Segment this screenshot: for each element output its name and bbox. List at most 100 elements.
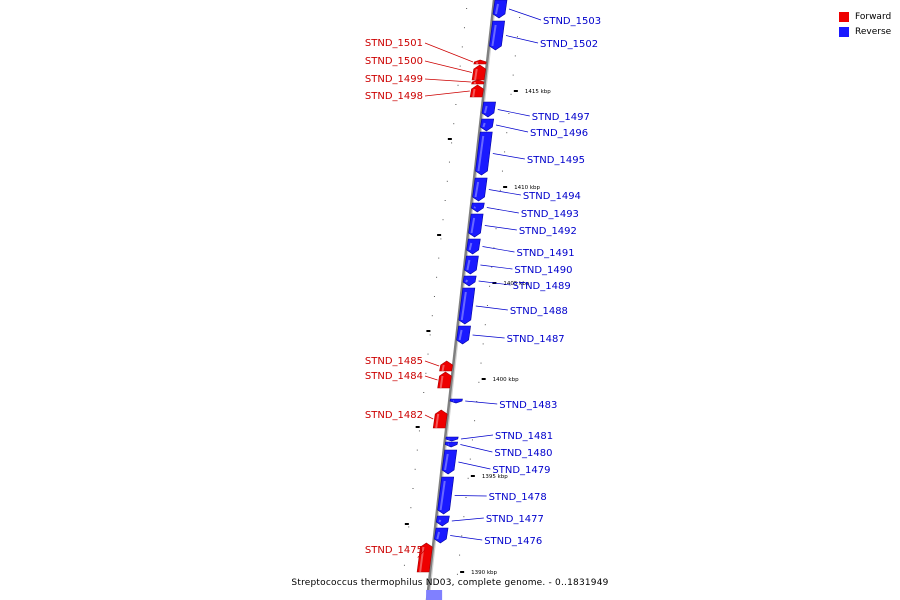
gene-arrow[interactable] [435,515,450,527]
gene-arrow[interactable] [437,476,455,515]
gene-arrow[interactable] [481,101,496,118]
gene-arrow[interactable] [462,275,477,287]
gene-arrow[interactable] [416,542,433,573]
gene-label[interactable]: STND_1502 [540,39,598,50]
gene-label[interactable]: STND_1488 [510,306,568,317]
gene-label[interactable]: STND_1479 [492,465,550,476]
gene-stnd-1489[interactable] [462,275,477,287]
scale-label: 1400 kbp [493,377,519,383]
gene-label[interactable]: STND_1492 [519,226,577,237]
gene-arrow[interactable] [439,360,454,372]
gene-label[interactable]: STND_1490 [514,265,572,276]
gene-arrow[interactable] [475,131,493,176]
gene-arrow[interactable] [437,371,452,389]
gene-stnd-1477[interactable] [435,515,450,527]
gene-stnd-1499[interactable] [471,79,485,85]
gene-label[interactable]: STND_1480 [494,448,552,459]
gene-arrow[interactable] [471,64,487,81]
gene-label[interactable]: STND_1498 [365,91,423,102]
gene-stnd-1484[interactable] [437,371,452,389]
gene-arrow[interactable] [466,238,481,255]
gene-arrow[interactable] [473,59,487,65]
gene-stnd-1490[interactable] [464,255,479,275]
scale-tick [503,186,508,188]
gene-label[interactable]: STND_1483 [499,400,557,411]
gene-stnd-1495[interactable] [475,131,493,176]
gene-label[interactable]: STND_1475 [365,545,423,556]
gene-label[interactable]: STND_1484 [365,371,423,382]
gene-arrow[interactable] [456,325,471,345]
gene-label[interactable]: STND_1491 [516,248,574,259]
leader-line [460,434,494,440]
gene-stnd-1480[interactable] [444,441,459,448]
gene-label[interactable]: STND_1495 [527,155,585,166]
gene-stnd-1479[interactable] [441,449,458,475]
gene-label[interactable]: STND_1496 [530,128,588,139]
gene-stnd-1476[interactable] [434,527,449,544]
leader-line [480,264,513,270]
gene-arrow[interactable] [489,20,505,51]
gene-label[interactable]: STND_1499 [365,74,423,85]
gene-arrow[interactable] [444,441,459,448]
leader-line [478,280,511,286]
gene-stnd-1482[interactable] [432,409,448,429]
gene-arrow[interactable] [445,436,459,442]
gene-arrow[interactable] [432,409,448,429]
gene-stnd-1485[interactable] [439,360,454,372]
gene-label[interactable]: STND_1500 [365,56,423,67]
scale-tick [470,475,475,477]
gene-label[interactable]: STND_1482 [365,410,423,421]
tick-dot [484,324,486,326]
gene-highlight [458,329,463,341]
gene-arrow[interactable] [471,79,485,85]
gene-stnd-1493[interactable] [470,202,485,213]
gene-highlight [439,375,444,389]
gene-label[interactable]: STND_1494 [523,191,581,202]
tick-dot [438,257,440,259]
gene-stnd-1475[interactable] [416,542,433,573]
gene-stnd-1491[interactable] [466,238,481,255]
gene-stnd-1483[interactable] [449,398,463,404]
gene-arrow[interactable] [449,398,463,404]
gene-stnd-1500[interactable] [471,64,487,81]
gene-arrow[interactable] [458,287,476,325]
tick-dot [491,266,493,268]
gene-label[interactable]: STND_1478 [489,492,547,503]
tick-dot [482,343,484,345]
gene-stnd-1503[interactable] [492,0,508,19]
gene-label[interactable]: STND_1477 [486,514,544,525]
gene-arrow[interactable] [441,449,458,475]
gene-arrow[interactable] [464,255,479,275]
gene-stnd-1478[interactable] [437,476,455,515]
gene-label[interactable]: STND_1501 [365,38,423,49]
gene-stnd-1498[interactable] [469,84,484,98]
gene-label[interactable]: STND_1503 [543,16,601,27]
gene-label[interactable]: STND_1493 [521,209,579,220]
gene-label[interactable]: STND_1497 [532,112,590,123]
gene-arrow[interactable] [470,202,485,213]
gene-stnd-1492[interactable] [468,213,484,238]
tick-dot [403,564,405,566]
gene-arrow[interactable] [492,0,508,19]
gene-arrow[interactable] [480,118,495,132]
gene-stnd-1501[interactable] [473,59,487,65]
gene-arrow[interactable] [469,84,484,98]
gene-highlight [495,3,499,15]
gene-arrow[interactable] [434,527,449,544]
legend-item-forward: Forward [839,9,891,24]
gene-label[interactable]: STND_1489 [513,281,571,292]
scale-tick [460,571,465,573]
gene-label[interactable]: STND_1485 [365,356,423,367]
gene-stnd-1481[interactable] [445,436,459,442]
gene-arrow[interactable] [472,177,488,202]
gene-stnd-1487[interactable] [456,325,471,345]
gene-label[interactable]: STND_1481 [495,431,553,442]
gene-arrow[interactable] [468,213,484,238]
gene-stnd-1496[interactable] [480,118,495,132]
gene-stnd-1494[interactable] [472,177,488,202]
gene-stnd-1497[interactable] [481,101,496,118]
gene-stnd-1502[interactable] [489,20,505,51]
gene-stnd-1488[interactable] [458,287,476,325]
gene-label[interactable]: STND_1476 [484,536,542,547]
gene-label[interactable]: STND_1487 [507,334,565,345]
